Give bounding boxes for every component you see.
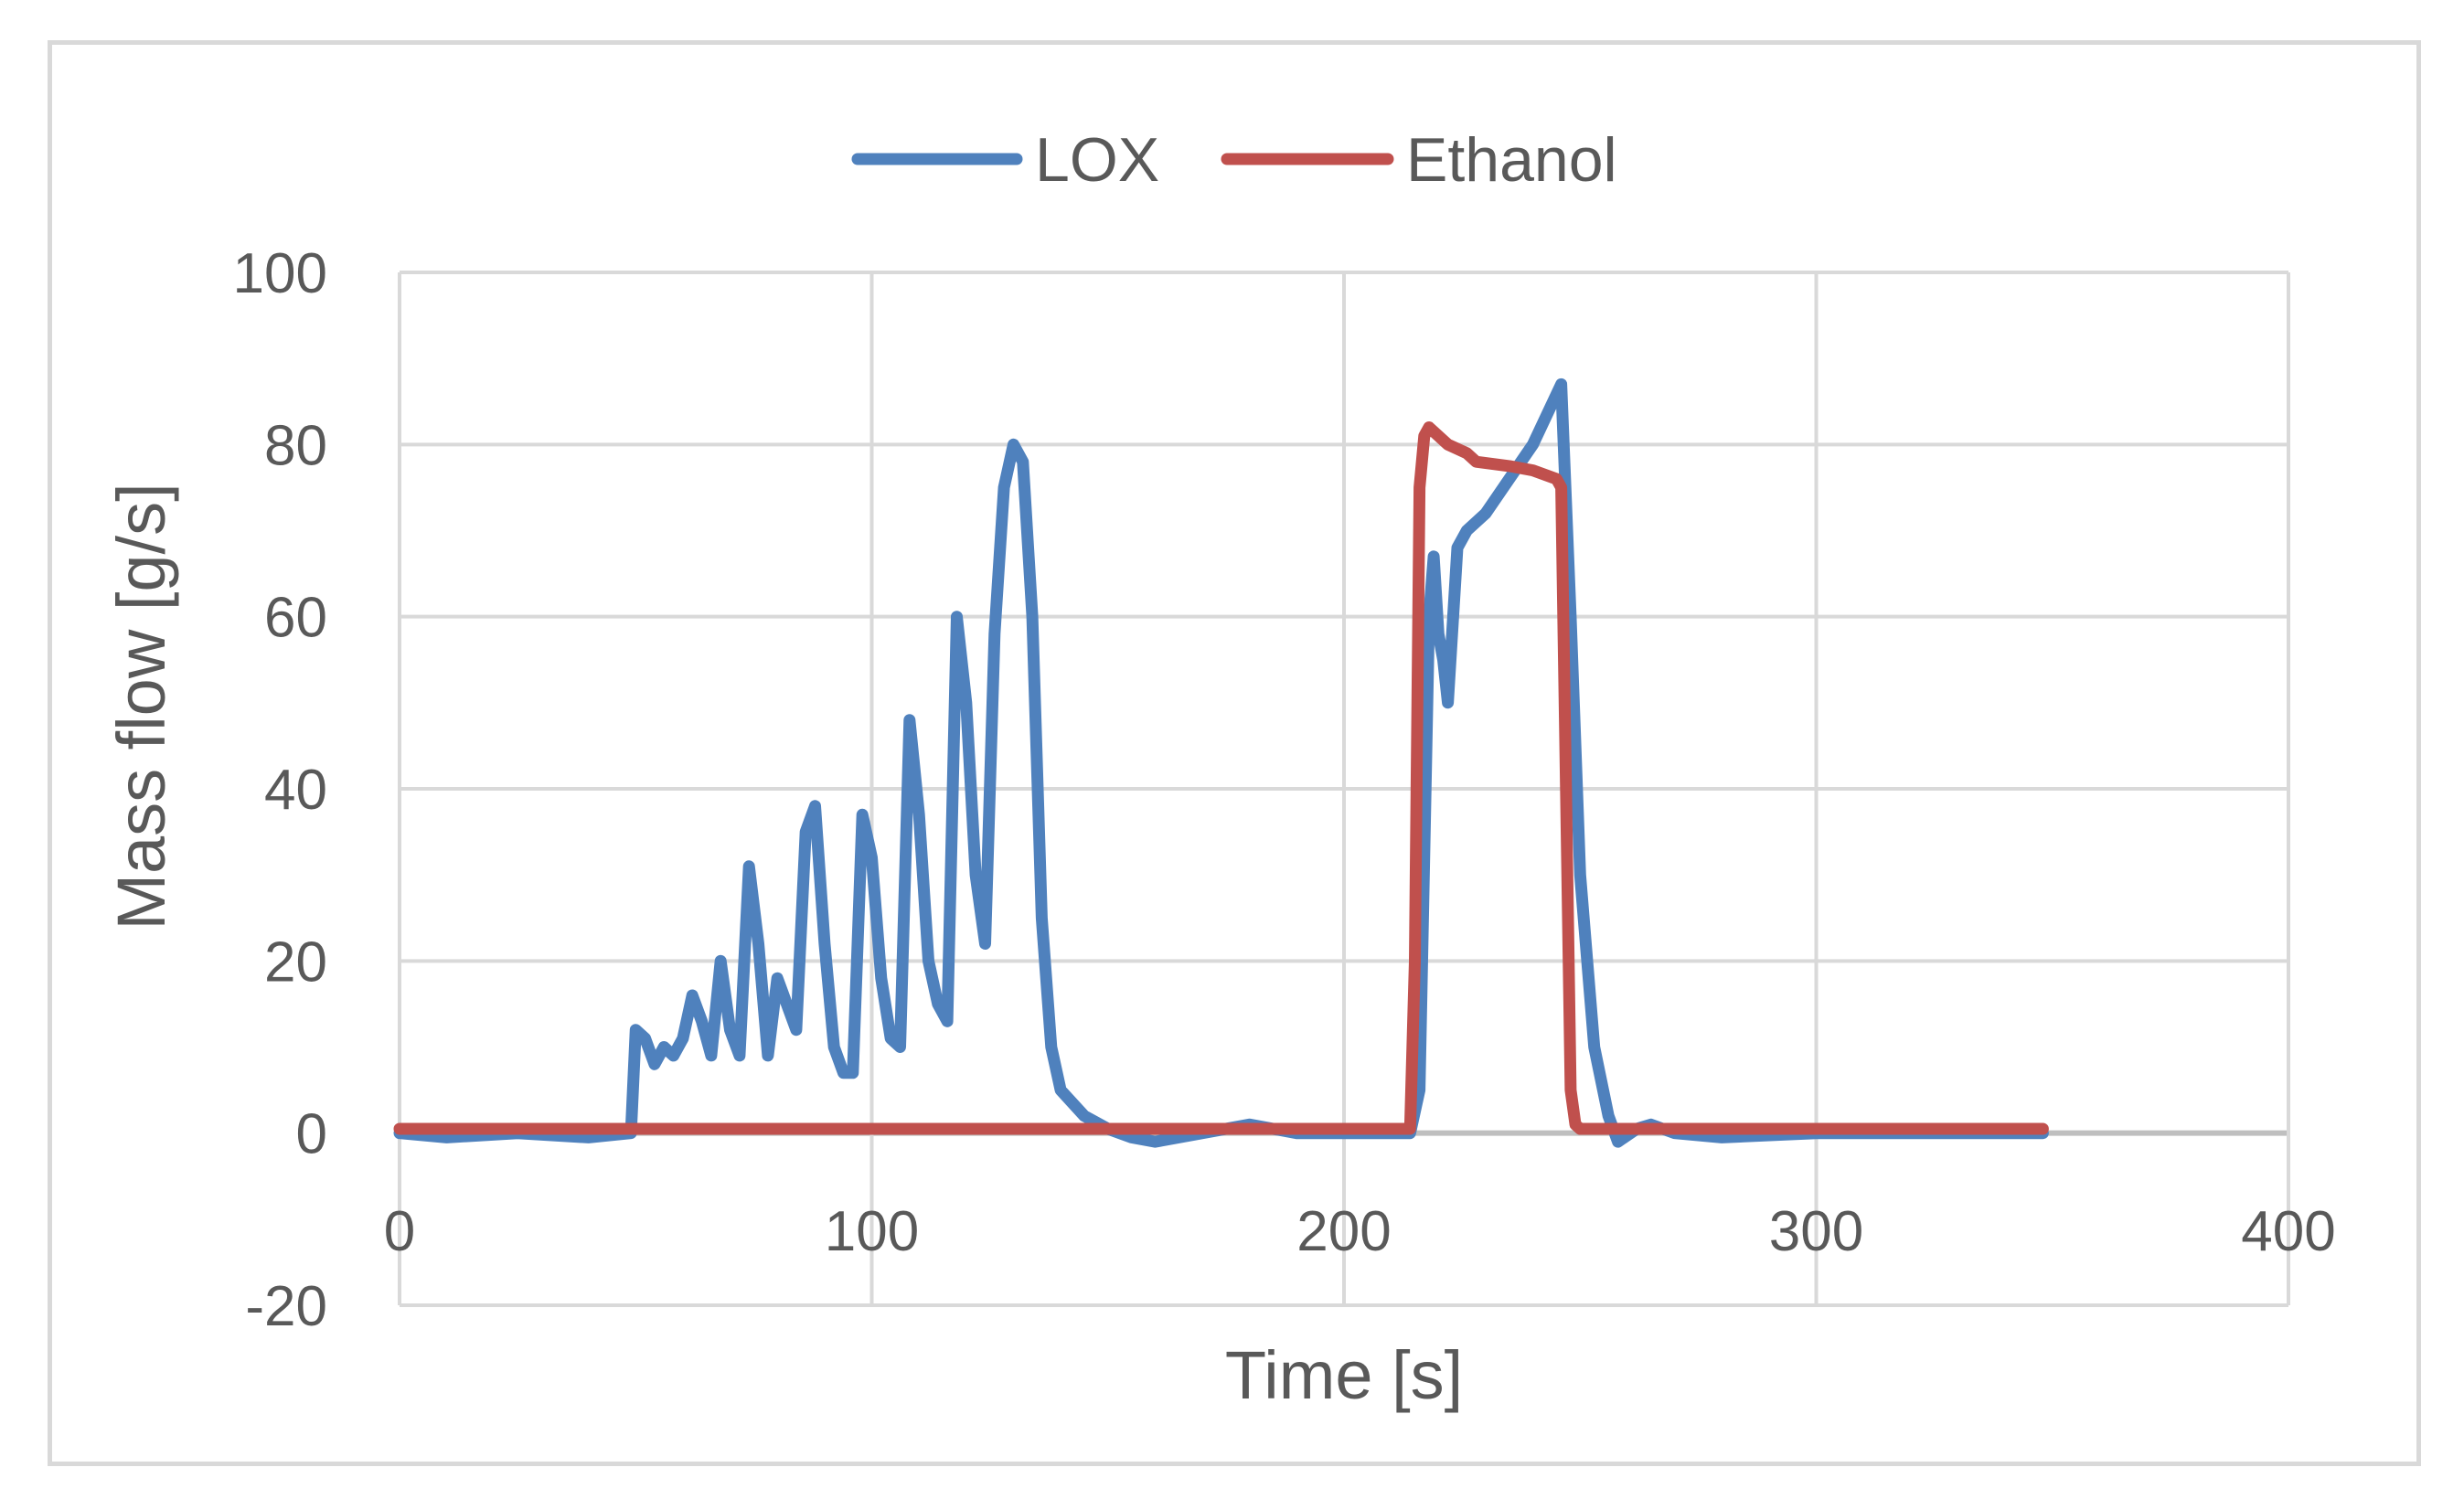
- y-axis-title: Mass flow [g/s]: [103, 483, 179, 930]
- x-tick-label: 300: [1769, 1200, 1863, 1263]
- y-tick-label: -20: [245, 1275, 327, 1338]
- tick-labels: -20 0 20 40 60 80 100 0 100 200 300 400: [233, 242, 2336, 1338]
- x-tick-label: 400: [2241, 1200, 2335, 1263]
- x-tick-label: 200: [1296, 1200, 1391, 1263]
- chart-frame: [48, 40, 2421, 1466]
- y-tick-label: 60: [264, 587, 327, 650]
- series-layer: [393, 378, 2049, 1148]
- grid: [398, 271, 2290, 1307]
- legend-label-ethanol: Ethanol: [1406, 125, 1617, 195]
- y-tick-label: 40: [264, 759, 327, 822]
- x-tick-label: 100: [825, 1200, 919, 1263]
- y-tick-label: 20: [264, 930, 327, 994]
- x-axis-title: Time [s]: [1225, 1337, 1463, 1413]
- y-tick-label: 0: [296, 1103, 327, 1166]
- series-line-ethanol: [393, 421, 2049, 1135]
- y-tick-label: 100: [233, 242, 327, 305]
- x-tick-label: 0: [384, 1200, 415, 1263]
- legend-label-lox: LOX: [1035, 125, 1159, 195]
- y-tick-label: 80: [264, 414, 327, 477]
- series-line-lox: [393, 378, 2049, 1148]
- legend: LOX Ethanol: [851, 125, 1617, 195]
